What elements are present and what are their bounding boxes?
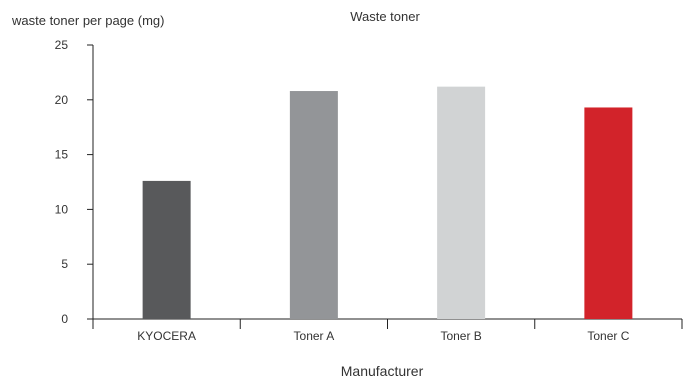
y-tick-label: 20 xyxy=(55,93,69,107)
y-tick-label: 25 xyxy=(55,38,69,52)
x-tick-label: Toner C xyxy=(587,329,629,343)
x-tick-label: Toner B xyxy=(440,329,481,343)
y-tick-label: 15 xyxy=(55,148,69,162)
bar-toner-a xyxy=(289,91,338,319)
bar-kyocera xyxy=(142,180,191,319)
bar-toner-c xyxy=(584,107,633,319)
y-tick-label: 10 xyxy=(55,202,69,216)
x-axis-title: Manufacturer xyxy=(341,363,424,379)
chart-title: Waste toner xyxy=(350,9,420,24)
x-tick-label: Toner A xyxy=(294,329,335,343)
x-tick-label: KYOCERA xyxy=(137,329,196,343)
bar-toner-b xyxy=(437,86,486,319)
y-axis-title: waste toner per page (mg) xyxy=(11,13,164,28)
y-tick-label: 5 xyxy=(61,257,68,271)
y-tick-label: 0 xyxy=(61,312,68,326)
